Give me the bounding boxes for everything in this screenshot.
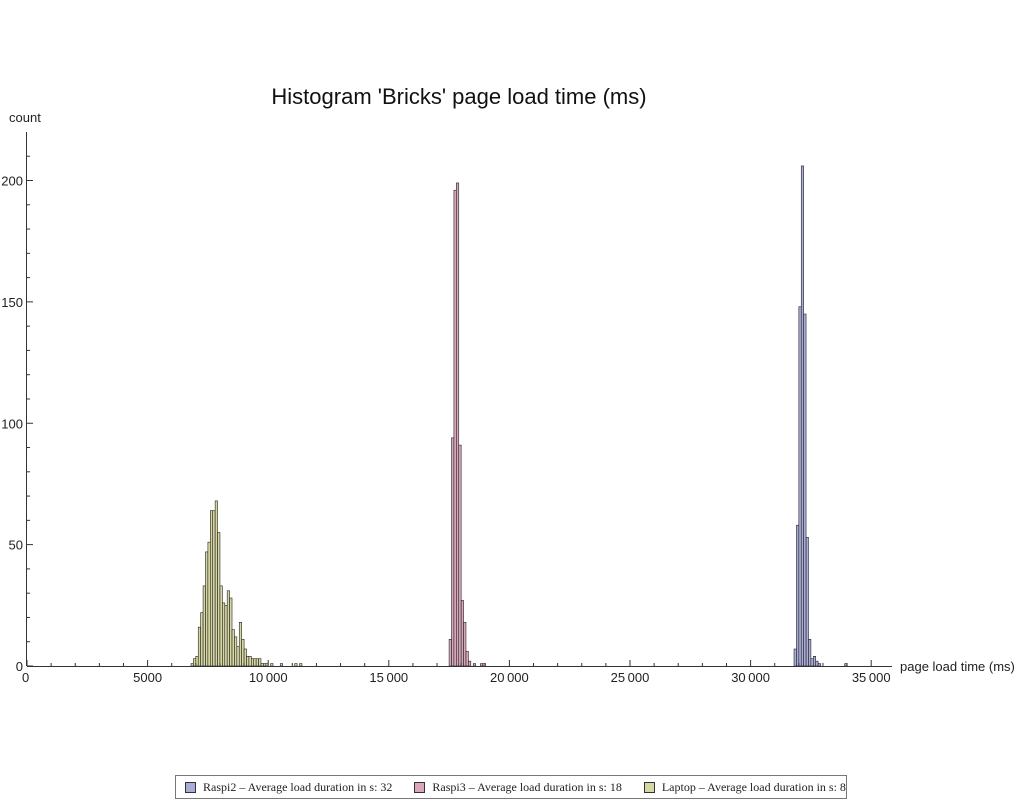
histogram-bar-raspi2 xyxy=(810,658,814,667)
histogram-bar-laptop xyxy=(234,636,238,667)
histogram-bar-laptop xyxy=(212,510,216,667)
histogram-bar-laptop xyxy=(202,585,206,667)
histogram-bar-laptop xyxy=(248,655,252,667)
legend-swatch-raspi2 xyxy=(185,781,196,793)
histogram-bar-laptop xyxy=(217,532,221,667)
y-tick-label: 150 xyxy=(1,295,23,310)
histogram-bar-laptop xyxy=(238,621,242,667)
histogram-bar-raspi2 xyxy=(793,648,797,667)
histogram-bar-laptop xyxy=(294,663,298,667)
histogram-bar-raspi2 xyxy=(808,638,812,667)
histogram-bar-raspi3 xyxy=(468,660,472,667)
x-axis-label: page load time (ms) xyxy=(900,659,1015,674)
bars-layer xyxy=(190,165,848,667)
y-axis-label: count xyxy=(9,110,41,125)
histogram-bar-raspi3 xyxy=(453,189,457,667)
histogram-bar-raspi2 xyxy=(796,524,800,667)
histogram-bar-laptop xyxy=(251,658,255,667)
histogram-bar-laptop xyxy=(222,602,226,667)
histogram-bar-laptop xyxy=(190,663,194,667)
histogram-bar-raspi3 xyxy=(465,651,469,667)
legend: Raspi2 – Average load duration in s: 32 … xyxy=(175,775,847,799)
histogram-bar-laptop xyxy=(263,663,267,667)
y-tick-label: 200 xyxy=(1,174,23,189)
histogram-bar-laptop xyxy=(210,510,214,667)
histogram-bar-laptop xyxy=(236,646,240,667)
histogram-bar-laptop xyxy=(200,612,204,667)
histogram-bar-laptop xyxy=(231,629,235,667)
histogram-bar-raspi3 xyxy=(480,663,484,667)
histogram-bar-raspi3 xyxy=(458,444,462,667)
histogram-bar-raspi2 xyxy=(817,663,821,667)
histogram-bar-laptop xyxy=(224,605,228,667)
histogram-bar-laptop xyxy=(214,500,218,667)
histogram-bar-raspi2 xyxy=(803,313,807,667)
x-tick-label: 35 000 xyxy=(852,670,891,685)
histogram-bar-laptop xyxy=(229,597,233,667)
histogram-bar-laptop xyxy=(258,658,262,667)
histogram-bar-laptop xyxy=(279,663,283,667)
histogram-bar-raspi3 xyxy=(472,663,476,667)
histogram-bar-laptop xyxy=(260,663,264,667)
histogram-bar-raspi3 xyxy=(463,621,467,667)
y-tick-label: 100 xyxy=(1,416,23,431)
histogram-bar-raspi3 xyxy=(456,182,460,667)
histogram-bar-raspi2 xyxy=(805,537,809,667)
x-tick-label: 20 000 xyxy=(490,670,529,685)
y-tick-label: 50 xyxy=(9,538,23,553)
histogram-bar-laptop xyxy=(197,626,201,667)
histogram-bar-raspi2 xyxy=(800,165,804,667)
chart-title: Histogram 'Bricks' page load time (ms) xyxy=(271,84,646,109)
histogram-bar-laptop xyxy=(270,663,274,667)
histogram-bar-laptop xyxy=(207,541,211,667)
legend-item-laptop: Laptop – Average load duration in s: 8 xyxy=(643,779,846,795)
histogram-bar-raspi3 xyxy=(448,638,452,667)
legend-item-raspi3: Raspi3 – Average load duration in s: 18 xyxy=(414,779,622,795)
axes-layer: 0 5000 10 000 15 000 20 000 25 000 30 000 35 00… xyxy=(1,132,892,685)
histogram-bar-laptop xyxy=(219,585,223,667)
legend-item-raspi2: Raspi2 – Average load duration in s: 32 xyxy=(185,780,392,795)
histogram-bar-laptop xyxy=(241,638,245,667)
histogram-bar-raspi3 xyxy=(460,600,464,667)
histogram-bar-laptop xyxy=(246,655,250,667)
histogram-bar-raspi2 xyxy=(798,306,802,667)
x-tick-label: 5000 xyxy=(133,670,162,685)
y-tick-label: 0 xyxy=(16,659,23,674)
legend-swatch-laptop xyxy=(643,781,655,793)
histogram-bar-laptop xyxy=(255,658,259,667)
legend-label-raspi3: Raspi3 – Average load duration in s: 18 xyxy=(432,779,622,794)
histogram-bar-laptop xyxy=(226,590,230,667)
histogram-bar-laptop xyxy=(253,658,257,667)
x-tick-label: 30 000 xyxy=(731,670,770,685)
x-tick-label: 10 000 xyxy=(249,670,288,685)
histogram-bar-laptop xyxy=(299,663,303,667)
x-tick-label: 25 000 xyxy=(611,670,650,685)
histogram-bar-raspi2 xyxy=(815,660,819,667)
histogram-bar-raspi2 xyxy=(813,655,817,667)
legend-swatch-raspi3 xyxy=(414,781,426,793)
histogram-bar-laptop xyxy=(205,551,209,667)
x-tick-label: 0 xyxy=(22,670,29,685)
legend-label-laptop: Laptop – Average load duration in s: 8 xyxy=(661,779,846,794)
histogram-bar-raspi3 xyxy=(451,437,455,667)
x-tick-label: 15 000 xyxy=(369,670,408,685)
legend-label-raspi2: Raspi2 – Average load duration in s: 32 xyxy=(203,779,393,794)
